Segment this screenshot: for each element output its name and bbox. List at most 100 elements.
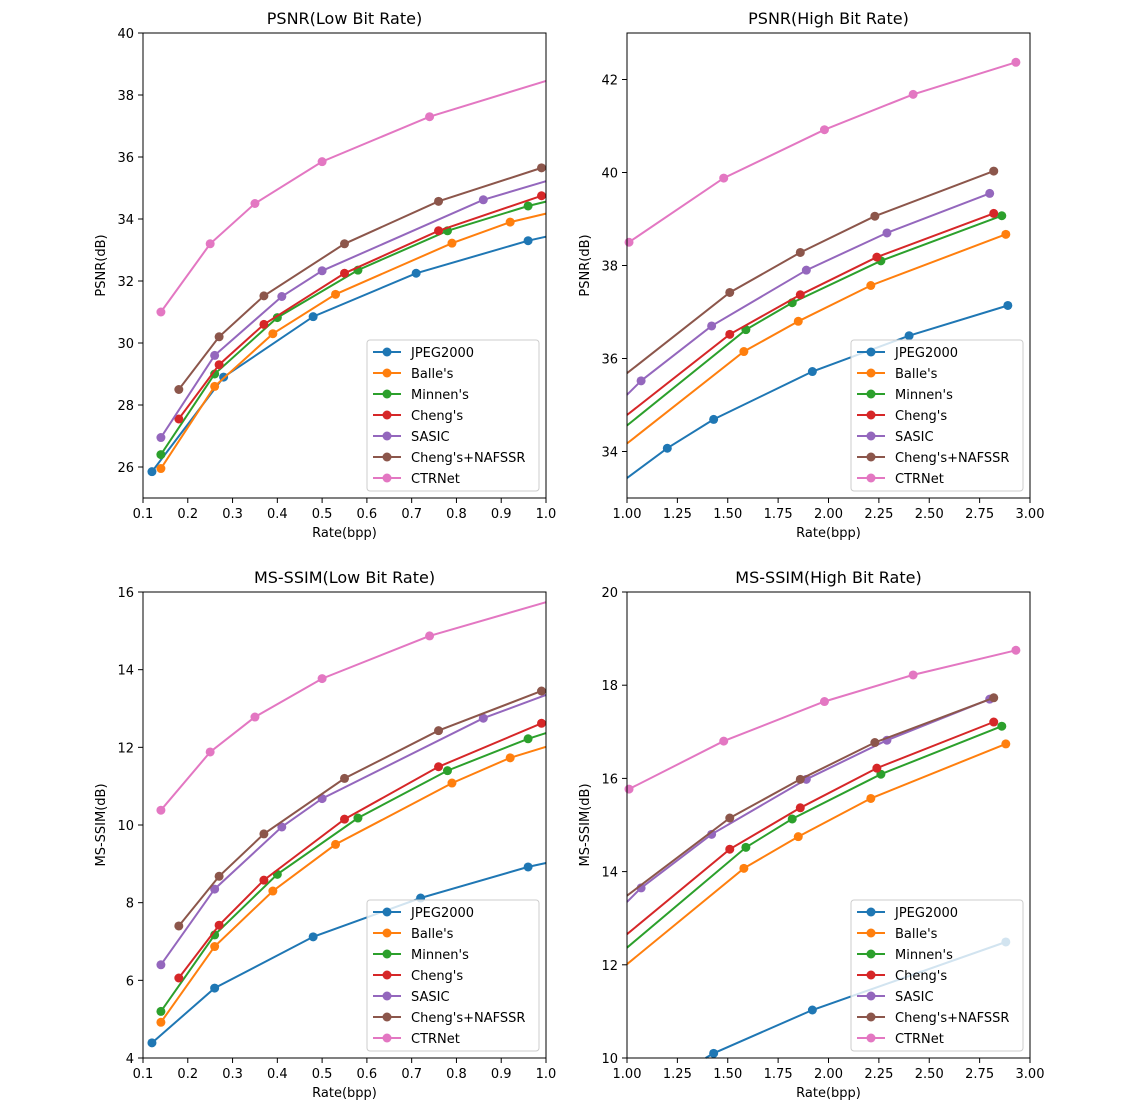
data-point <box>882 228 892 238</box>
x-tick-label: 2.75 <box>965 1067 994 1082</box>
data-point <box>214 360 224 370</box>
legend-label: Minnen's <box>411 948 469 963</box>
data-point <box>1001 739 1011 749</box>
data-point <box>210 350 220 360</box>
series-group <box>624 57 1021 479</box>
y-tick-label: 26 <box>117 461 134 476</box>
legend-item: Minnen's <box>373 948 469 963</box>
x-tick-label: 0.2 <box>177 507 198 522</box>
legend-label: Balle's <box>411 367 454 382</box>
data-point <box>872 763 882 773</box>
legend-frame <box>366 899 540 1052</box>
legend-item: SASIC <box>857 430 934 445</box>
legend-label: SASIC <box>895 990 934 1005</box>
legend-frame <box>850 339 1024 492</box>
data-point <box>308 312 318 322</box>
series-line <box>626 698 991 903</box>
x-tick-label: 1.50 <box>713 507 742 522</box>
data-point <box>340 773 349 783</box>
data-point <box>425 631 435 641</box>
data-point <box>636 376 646 386</box>
y-tick-label: 4 <box>126 1052 134 1067</box>
x-axis-label: Rate(bpp) <box>796 1086 861 1101</box>
data-point <box>442 766 452 776</box>
data-point <box>434 726 444 736</box>
y-tick-label: 16 <box>601 772 618 787</box>
data-point <box>787 814 797 824</box>
series-group <box>624 645 1021 1059</box>
x-tick-label: 2.25 <box>864 1067 893 1082</box>
x-tick-label: 1.0 <box>536 507 557 522</box>
legend-label: CTRNet <box>411 472 460 487</box>
legend-item: CTRNet <box>373 1032 460 1047</box>
data-point <box>156 464 166 474</box>
series-line <box>178 688 547 927</box>
legend-label: JPEG2000 <box>410 346 474 361</box>
y-tick-label: 34 <box>601 446 618 461</box>
legend-frame <box>850 899 1024 1052</box>
x-tick-label: 1.75 <box>764 1067 793 1082</box>
y-axis-label: PSNR(dB) <box>578 234 593 296</box>
legend-marker <box>382 431 392 441</box>
data-point <box>156 805 166 815</box>
data-point <box>819 125 829 135</box>
data-point <box>1001 229 1011 239</box>
x-axis-label: Rate(bpp) <box>312 526 377 541</box>
data-point <box>353 813 363 823</box>
data-point <box>259 291 269 301</box>
legend-marker <box>866 991 876 1001</box>
y-tick-label: 18 <box>601 679 618 694</box>
data-point <box>505 217 515 227</box>
y-tick-label: 40 <box>601 167 618 182</box>
data-point <box>523 862 533 872</box>
data-point <box>807 367 817 377</box>
data-point <box>434 196 444 206</box>
x-tick-label: 0.4 <box>267 1067 288 1082</box>
data-point <box>210 884 220 894</box>
data-point <box>523 734 533 744</box>
x-tick-label: 0.4 <box>267 507 288 522</box>
data-point <box>214 871 224 881</box>
data-point <box>331 839 341 849</box>
legend-marker <box>866 970 876 980</box>
data-point <box>537 718 547 728</box>
data-point <box>709 414 719 424</box>
y-tick-label: 6 <box>126 974 134 989</box>
x-tick-label: 0.1 <box>133 507 154 522</box>
legend-item: Cheng's <box>373 409 463 424</box>
legend-item: JPEG2000 <box>857 346 958 361</box>
x-axis-label: Rate(bpp) <box>312 1086 377 1101</box>
legend-marker <box>866 473 876 483</box>
legend-label: Cheng's+NAFSSR <box>895 1011 1009 1026</box>
y-tick-label: 40 <box>117 27 134 42</box>
x-tick-label: 0.1 <box>133 1067 154 1082</box>
x-tick-label: 0.5 <box>312 507 333 522</box>
data-point <box>741 842 751 852</box>
y-tick-label: 28 <box>117 399 134 414</box>
data-point <box>434 226 444 236</box>
legend-label: JPEG2000 <box>410 906 474 921</box>
data-point <box>250 199 260 208</box>
data-point <box>801 265 811 275</box>
legend-label: Balle's <box>895 927 938 942</box>
data-point <box>908 89 918 99</box>
legend-label: Cheng's <box>895 409 947 424</box>
x-tick-label: 1.0 <box>536 1067 557 1082</box>
legend-item: JPEG2000 <box>373 346 474 361</box>
data-point <box>807 1005 817 1015</box>
data-point <box>719 173 729 183</box>
data-point <box>147 1038 157 1048</box>
legend-label: Minnen's <box>411 388 469 403</box>
x-tick-label: 3.00 <box>1016 1067 1045 1082</box>
y-axis-label: PSNR(dB) <box>94 234 109 296</box>
x-tick-label: 1.75 <box>764 507 793 522</box>
x-axis-label: Rate(bpp) <box>796 526 861 541</box>
legend-item: Balle's <box>857 367 938 382</box>
data-point <box>719 736 729 746</box>
legend-item: Cheng's <box>373 969 463 984</box>
data-point <box>662 443 672 453</box>
data-point <box>795 247 805 257</box>
legend-marker <box>866 368 876 378</box>
chart-title: MS-SSIM(High Bit Rate) <box>735 568 921 587</box>
data-point <box>340 268 349 278</box>
